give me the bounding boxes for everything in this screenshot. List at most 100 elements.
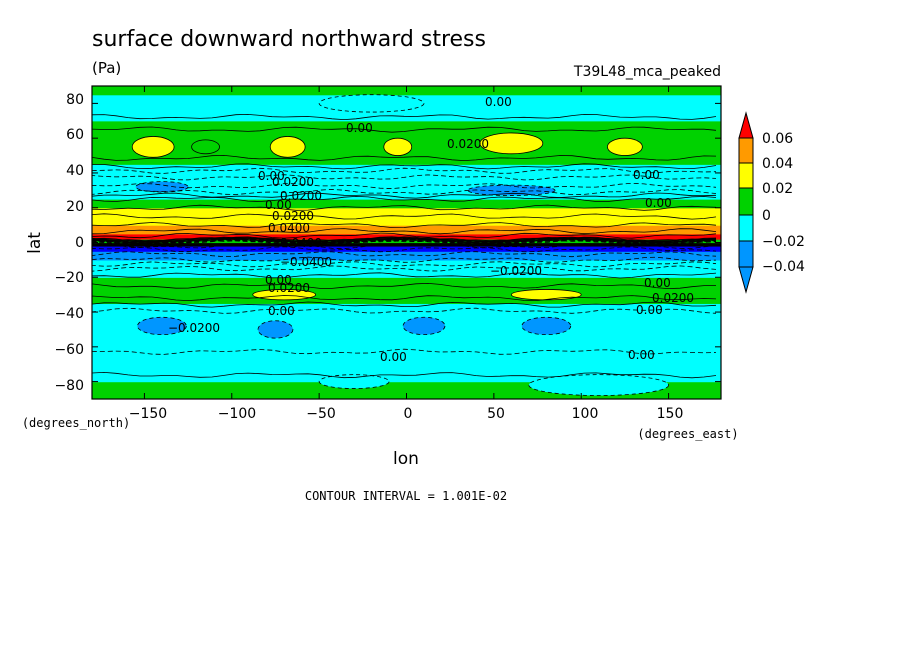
contour-label: 0.00 bbox=[265, 273, 292, 287]
stress-band bbox=[92, 245, 721, 252]
contour-line bbox=[92, 167, 717, 174]
contour-line bbox=[92, 307, 717, 314]
stress-cell bbox=[510, 289, 582, 301]
stress-band bbox=[92, 190, 721, 200]
stress-cell bbox=[318, 94, 425, 113]
chart-title: surface downward northward stress bbox=[92, 27, 486, 52]
contour-line bbox=[92, 282, 716, 290]
y-axis: 80 60 40 20 0 −20 −40 −60 −80 (degrees_n… bbox=[22, 92, 721, 430]
colorbar-label: 0.04 bbox=[762, 156, 793, 172]
stress-band bbox=[92, 181, 721, 191]
x-units-label: (degrees_east) bbox=[637, 427, 738, 441]
contour-label: 0.0200 bbox=[272, 209, 314, 223]
dataset-label: T39L48_mca_peaked bbox=[573, 64, 721, 80]
contour-label: 0.00 bbox=[258, 169, 285, 183]
contour-label: −0.0200 bbox=[490, 264, 542, 278]
stress-band bbox=[92, 277, 721, 287]
contour-line bbox=[92, 301, 717, 308]
stress-band bbox=[92, 207, 721, 212]
colorbar-swatch bbox=[738, 214, 754, 242]
x-tick-label: 100 bbox=[572, 406, 599, 422]
y-tick-label: 0 bbox=[75, 235, 84, 251]
colorbar-swatch bbox=[738, 137, 754, 164]
contour-label: 0.0400 bbox=[280, 236, 322, 250]
contour-label: 0.00 bbox=[265, 198, 292, 212]
contour-line bbox=[92, 246, 717, 253]
contour-line bbox=[92, 256, 717, 263]
stress-cell bbox=[528, 374, 669, 396]
x-tick-label: 0 bbox=[404, 406, 413, 422]
colorbar-label: −0.04 bbox=[762, 259, 805, 275]
y-units-label: (degrees_north) bbox=[22, 416, 130, 430]
colorbar-bottom-arrow bbox=[738, 266, 754, 294]
contour-line bbox=[92, 113, 717, 121]
contour-line bbox=[92, 237, 716, 244]
stress-cell bbox=[191, 139, 220, 155]
colorbar-label: 0 bbox=[762, 208, 771, 224]
colorbar-swatch bbox=[738, 162, 754, 189]
contour-lines bbox=[92, 113, 717, 379]
contour-label: 0.0400 bbox=[268, 221, 310, 235]
colorbar: 0.06 0.04 0.02 0 −0.02 −0.04 bbox=[738, 111, 805, 294]
contour-line bbox=[92, 242, 717, 250]
stress-band bbox=[92, 199, 721, 209]
contour-line bbox=[92, 348, 717, 355]
stress-band bbox=[92, 239, 721, 244]
contour-label: 0.0200 bbox=[272, 175, 314, 189]
y-tick-label: 60 bbox=[66, 127, 84, 143]
contour-line bbox=[92, 192, 717, 199]
contour-label: −0.0200 bbox=[168, 321, 220, 335]
x-axis: −150 −100 −50 0 50 100 150 (degrees_east… bbox=[129, 86, 739, 469]
stress-cell bbox=[521, 316, 572, 336]
x-tick-marks bbox=[143, 86, 670, 399]
contour-label: 0.00 bbox=[380, 350, 407, 364]
contour-line bbox=[92, 174, 717, 181]
contour-line bbox=[92, 188, 717, 196]
stress-cell bbox=[479, 132, 544, 155]
y-tick-marks bbox=[92, 102, 721, 383]
y-tick-label: −40 bbox=[54, 306, 84, 322]
x-tick-label: 150 bbox=[657, 406, 684, 422]
y-tick-label: 80 bbox=[66, 92, 84, 108]
colorbar-label: 0.02 bbox=[762, 181, 793, 197]
contour-line bbox=[92, 204, 717, 211]
stress-cell bbox=[607, 137, 643, 156]
contour-line bbox=[92, 232, 717, 239]
contour-label: 0.00 bbox=[645, 196, 672, 210]
color-blobs bbox=[131, 94, 669, 396]
stress-band bbox=[92, 294, 721, 304]
stress-band bbox=[92, 120, 721, 131]
contour-label: 0.0200 bbox=[652, 291, 694, 305]
x-tick-label: −150 bbox=[129, 406, 167, 422]
contour-label: 0.00 bbox=[636, 303, 663, 317]
stress-band bbox=[92, 285, 721, 296]
contour-line bbox=[92, 182, 717, 190]
x-tick-label: −50 bbox=[306, 406, 336, 422]
contour-label: 0.00 bbox=[644, 276, 671, 290]
stress-band bbox=[92, 129, 721, 139]
contour-interval-note: CONTOUR INTERVAL = 1.001E-02 bbox=[305, 489, 507, 503]
contour-label-group: 0.00 0.00 0.0200 0.00 0.0200 0.00 0.00 0… bbox=[168, 95, 694, 364]
units-label: (Pa) bbox=[92, 59, 121, 77]
contour-line bbox=[92, 371, 717, 379]
contour-line bbox=[92, 265, 717, 272]
contour-line bbox=[92, 251, 717, 258]
contour-line bbox=[92, 163, 717, 170]
x-tick-label: −100 bbox=[218, 406, 256, 422]
stress-band bbox=[92, 251, 721, 261]
contour-line bbox=[92, 222, 717, 229]
contour-label: 0.00 bbox=[628, 348, 655, 362]
contour-label: −0.0400 bbox=[280, 255, 332, 269]
stress-cell bbox=[131, 136, 175, 158]
stress-band bbox=[92, 172, 721, 183]
y-tick-label: −20 bbox=[54, 270, 84, 286]
contour-line bbox=[92, 228, 717, 235]
contour-label: 0.0200 bbox=[447, 137, 489, 151]
stress-band bbox=[92, 259, 721, 270]
stress-cell bbox=[257, 320, 294, 339]
contour-line bbox=[92, 236, 717, 243]
y-tick-label: 20 bbox=[66, 199, 84, 215]
contour-label: 0.00 bbox=[268, 304, 295, 318]
contour-line bbox=[92, 126, 717, 133]
